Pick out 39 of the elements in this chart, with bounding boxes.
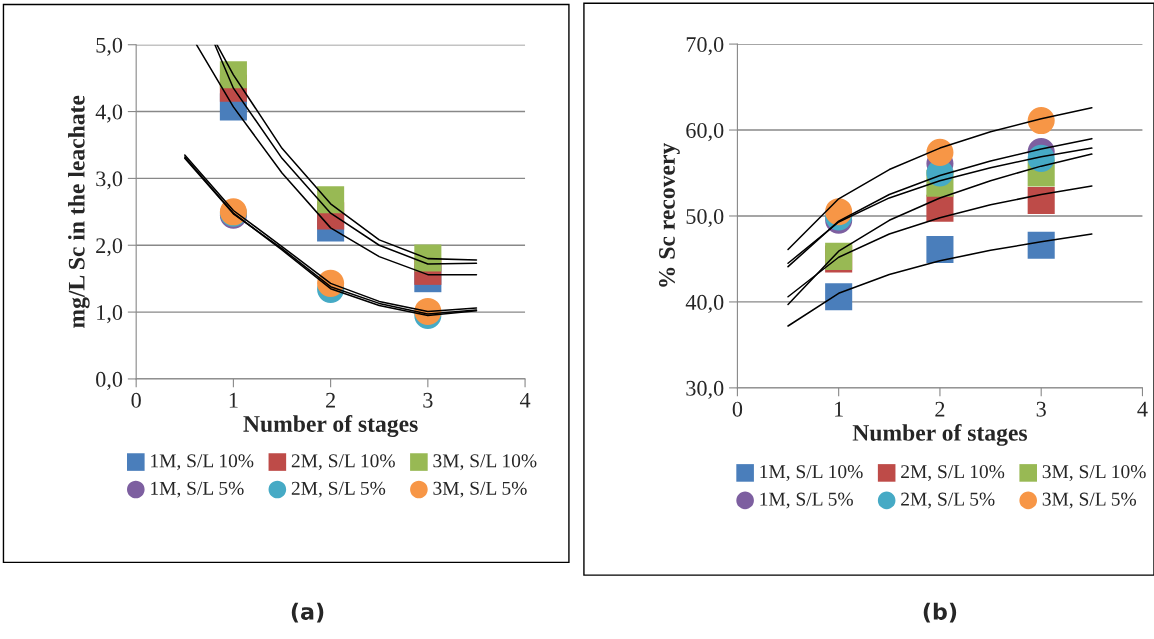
x-tick-label: 0 <box>131 392 141 408</box>
y-tick-label: 5,0 <box>96 37 123 56</box>
x-tick-label: 3 <box>423 392 433 408</box>
y-tick-label: 1,0 <box>97 305 123 324</box>
x-tick-label: 1 <box>835 401 843 417</box>
x-tick-label: 0 <box>732 401 743 417</box>
legend-label: 1M, S/L 5% <box>151 481 244 498</box>
legend-label: 3M, S/L 5% <box>1042 492 1137 509</box>
legend-label: 2M, S/L 10% <box>291 454 395 471</box>
x-tick-label: 2 <box>326 392 335 408</box>
y-axis-title: % Sc recovery <box>658 143 680 287</box>
legend-label: 3M, S/L 10% <box>433 454 537 471</box>
y-tick-label: 2,0 <box>96 238 123 257</box>
x-axis-title: Number of stages <box>243 415 418 437</box>
x-tick-label: 4 <box>1137 401 1148 417</box>
y-tick-label: 3,0 <box>96 171 123 190</box>
y-tick-label: 50,0 <box>686 208 724 228</box>
y-tick-label: 70,0 <box>686 37 724 56</box>
y-axis-title: mg/L Sc in the leachate <box>68 95 90 328</box>
y-tick-label: 40,0 <box>685 294 724 314</box>
legend-label: 2M, S/L 5% <box>901 492 995 509</box>
x-tick-label: 4 <box>519 392 531 408</box>
text: (a) <box>291 602 324 623</box>
legend-label: 2M, S/L 5% <box>291 481 386 498</box>
y-tick-label: 30,0 <box>686 380 724 399</box>
legend-label: 2M, S/L 10% <box>901 465 1005 482</box>
legend-label: 1M, S/L 5% <box>760 492 853 509</box>
x-tick-label: 3 <box>1036 401 1046 417</box>
legend-label: 3M, S/L 5% <box>433 481 527 498</box>
legend-label: 1M, S/L 10% <box>151 454 254 471</box>
x-tick-label: 2 <box>935 401 945 417</box>
legend-label: 1M, S/L 10% <box>760 465 863 482</box>
x-axis-title: Number of stages <box>852 424 1028 446</box>
y-tick-label: 60,0 <box>686 122 724 142</box>
text: (b) <box>923 602 957 623</box>
y-tick-label: 4,0 <box>95 104 123 123</box>
legend-label: 3M, S/L 10% <box>1042 465 1146 482</box>
y-tick-label: 0,0 <box>96 371 123 391</box>
x-tick-label: 1 <box>229 392 238 408</box>
